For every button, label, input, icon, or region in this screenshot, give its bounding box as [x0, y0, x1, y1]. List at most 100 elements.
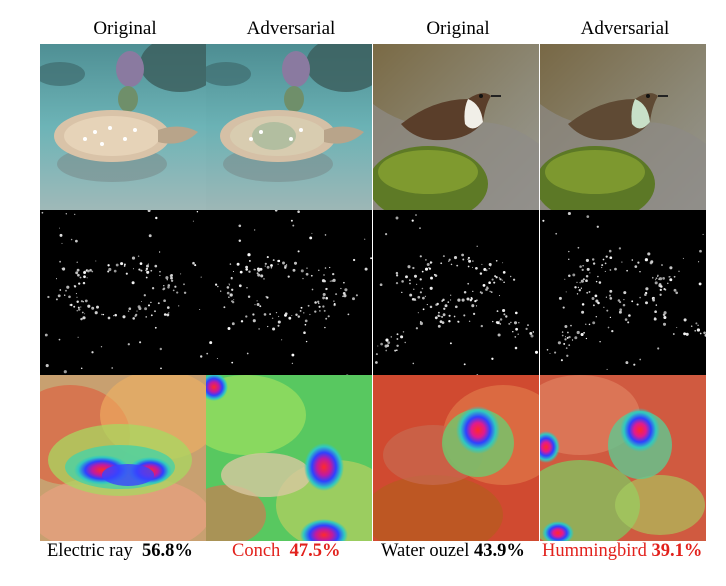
saliency-speck [324, 267, 327, 269]
saliency-speck [322, 296, 325, 300]
saliency-speck [76, 268, 80, 272]
saliency-speck [147, 263, 149, 265]
saliency-speck [166, 306, 170, 309]
saliency-speck [148, 234, 152, 238]
saliency-speck [581, 310, 585, 314]
saliency-speck [654, 317, 656, 319]
saliency-speck [660, 285, 663, 288]
saliency-speck [146, 264, 149, 268]
saliency-speck [488, 281, 491, 284]
saliency-speck [576, 281, 578, 284]
saliency-speck [62, 267, 66, 271]
saliency-speck [580, 332, 584, 337]
saliency-speck [167, 286, 170, 289]
saliency-speck [429, 305, 433, 309]
column-header-adversarial-1: Adversarial [246, 18, 336, 39]
saliency-speck [409, 293, 413, 297]
saliency-speck [621, 261, 623, 263]
saliency-speck [527, 324, 529, 326]
saliency-speck [136, 310, 138, 312]
saliency-speck [236, 262, 240, 266]
saliency-speck [568, 274, 571, 277]
saliency-speck [472, 290, 474, 293]
saliency-speck [266, 256, 269, 259]
saliency-speck [122, 315, 126, 319]
saliency-speck [254, 229, 256, 231]
saliency-speck [568, 335, 571, 339]
saliency-speck [530, 334, 534, 338]
saliency-speck [377, 345, 379, 347]
saliency-speck [626, 269, 628, 272]
saliency-speck [496, 310, 499, 312]
saliency-speck [401, 280, 404, 283]
saliency-speck [624, 318, 628, 321]
saliency-speck [576, 293, 579, 295]
saliency-speck [84, 313, 86, 315]
saliency-speck [270, 264, 273, 267]
saliency-speck [183, 291, 187, 295]
saliency-speck [375, 353, 378, 356]
saliency-speck [467, 265, 470, 268]
saliency-speck [475, 266, 478, 270]
saliency-speck [631, 300, 634, 303]
saliency-speck [694, 329, 697, 332]
saliency-speck [257, 273, 261, 277]
saliency-speck [264, 265, 266, 267]
saliency-speck [585, 279, 588, 283]
saliency-speck [449, 342, 452, 345]
saliency-speck [59, 233, 63, 237]
saliency-speck [131, 256, 136, 260]
saliency-speck [577, 286, 580, 289]
saliency-speck [639, 270, 641, 273]
saliency-speck [275, 311, 278, 314]
saliency-speck [426, 304, 428, 306]
saliency-speck [581, 268, 584, 272]
saliency-speck [80, 306, 82, 308]
saliency-speck [75, 239, 78, 243]
saliency-speck [585, 258, 589, 262]
saliency-speck [678, 270, 680, 273]
saliency-speck [589, 272, 591, 274]
saliency-speck [631, 259, 634, 261]
saliency-speck [562, 306, 565, 309]
saliency-speck [415, 327, 419, 330]
saliency-speck [594, 294, 598, 298]
saliency-speck [311, 232, 313, 234]
saliency-speck [413, 274, 418, 278]
saliency-speck [462, 258, 465, 261]
saliency-speck [375, 361, 378, 364]
saliency-speck [139, 341, 142, 344]
saliency-speck [83, 271, 87, 274]
saliency-speck [304, 323, 307, 326]
saliency-speck [673, 275, 676, 278]
saliency-speck [532, 331, 535, 333]
saliency-speck [502, 262, 504, 264]
saliency-speck [247, 295, 251, 298]
saliency-speck [514, 336, 517, 338]
saliency-speck [601, 266, 603, 269]
saliency-speck [206, 352, 209, 355]
saliency-speck [314, 301, 317, 304]
saliency-speck [183, 283, 185, 286]
saliency-speck [231, 288, 234, 291]
saliency-speck [137, 255, 140, 257]
saliency-speck [306, 267, 308, 269]
saliency-speck [450, 299, 452, 301]
saliency-speck [310, 274, 313, 277]
saliency-speck [107, 316, 111, 320]
saliency-speck [246, 287, 248, 289]
saliency-speck [576, 330, 580, 335]
saliency-speck [609, 316, 612, 319]
saliency-speck [472, 260, 474, 262]
saliency-speck [65, 289, 67, 292]
saliency-speck [132, 268, 135, 270]
saliency-speck [311, 288, 314, 291]
saliency-speck [567, 211, 571, 216]
confidence-value: 56.8% [142, 541, 193, 561]
saliency-speck [150, 301, 152, 304]
saliency-speck [421, 287, 424, 290]
saliency-speck [63, 294, 66, 296]
saliency-speck [697, 324, 699, 327]
saliency-speck [453, 315, 456, 318]
saliency-speck [581, 303, 585, 306]
